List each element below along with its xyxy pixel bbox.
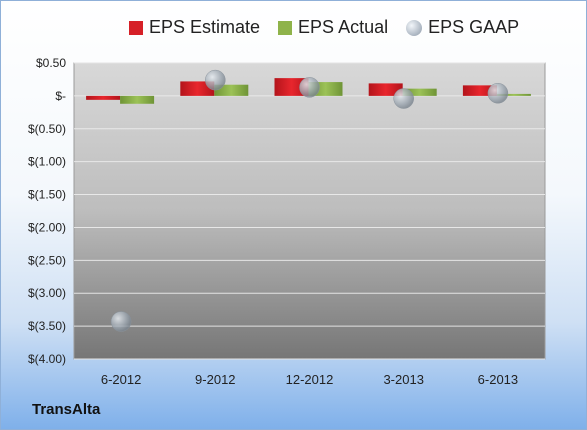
legend-label-gaap: EPS GAAP (428, 17, 520, 37)
y-tick-label: $0.50 (36, 56, 66, 70)
estimate-bar (462, 85, 497, 96)
y-tick-label: $(4.00) (28, 352, 66, 366)
legend-item-gaap: EPS GAAP (406, 17, 519, 38)
y-tick-label: $(1.00) (28, 155, 66, 169)
x-tick-label: 6-2013 (478, 372, 518, 387)
legend-item-estimate: EPS Estimate (129, 17, 260, 38)
gaap-bubble (205, 69, 226, 91)
x-tick-label: 3-2013 (383, 372, 423, 387)
bars (86, 78, 531, 104)
legend-swatch-actual (278, 20, 293, 35)
y-tick-label: $(3.00) (28, 286, 66, 300)
y-tick-label: $(3.50) (28, 319, 66, 333)
estimate-bar (368, 83, 403, 96)
chart-legend: EPS Estimate EPS Actual EPS GAAP (129, 17, 537, 38)
y-axis-ticks: $0.50 $- $(0.50) $(1.00) $(1.50) $(2.00) $(2.5… (28, 56, 66, 366)
legend-swatch-estimate (129, 20, 143, 35)
x-tick-label: 9-2012 (195, 372, 235, 387)
y-tick-label: $- (55, 89, 66, 103)
estimate-bar (180, 81, 215, 96)
legend-label-estimate: EPS Estimate (149, 17, 261, 37)
x-tick-label: 12-2012 (286, 372, 334, 387)
y-tick-label: $(2.50) (28, 253, 66, 267)
actual-bar (214, 84, 249, 96)
gaap-bubbles (110, 69, 509, 332)
legend-item-actual: EPS Actual (278, 17, 388, 38)
x-tick-label: 6-2012 (101, 372, 141, 387)
actual-bar (496, 93, 531, 96)
x-axis-ticks: 6-2012 9-2012 12-2012 3-2013 6-2013 (101, 372, 518, 387)
gaap-bubble (487, 83, 509, 104)
estimate-bar (274, 78, 309, 96)
y-tick-label: $(1.50) (28, 188, 66, 202)
estimate-bar (86, 95, 121, 100)
gaap-bubble (393, 88, 414, 109)
y-tick-label: $(2.00) (28, 220, 66, 234)
legend-label-actual: EPS Actual (298, 17, 389, 37)
actual-bar (402, 88, 437, 96)
legend-swatch-gaap (406, 19, 423, 36)
y-tick-label: $(0.50) (28, 122, 66, 136)
actual-bar (120, 95, 155, 104)
company-name: TransAlta (32, 401, 101, 418)
gaap-bubble (299, 77, 320, 98)
plot-area (73, 62, 546, 360)
gaap-bubble (110, 311, 132, 332)
